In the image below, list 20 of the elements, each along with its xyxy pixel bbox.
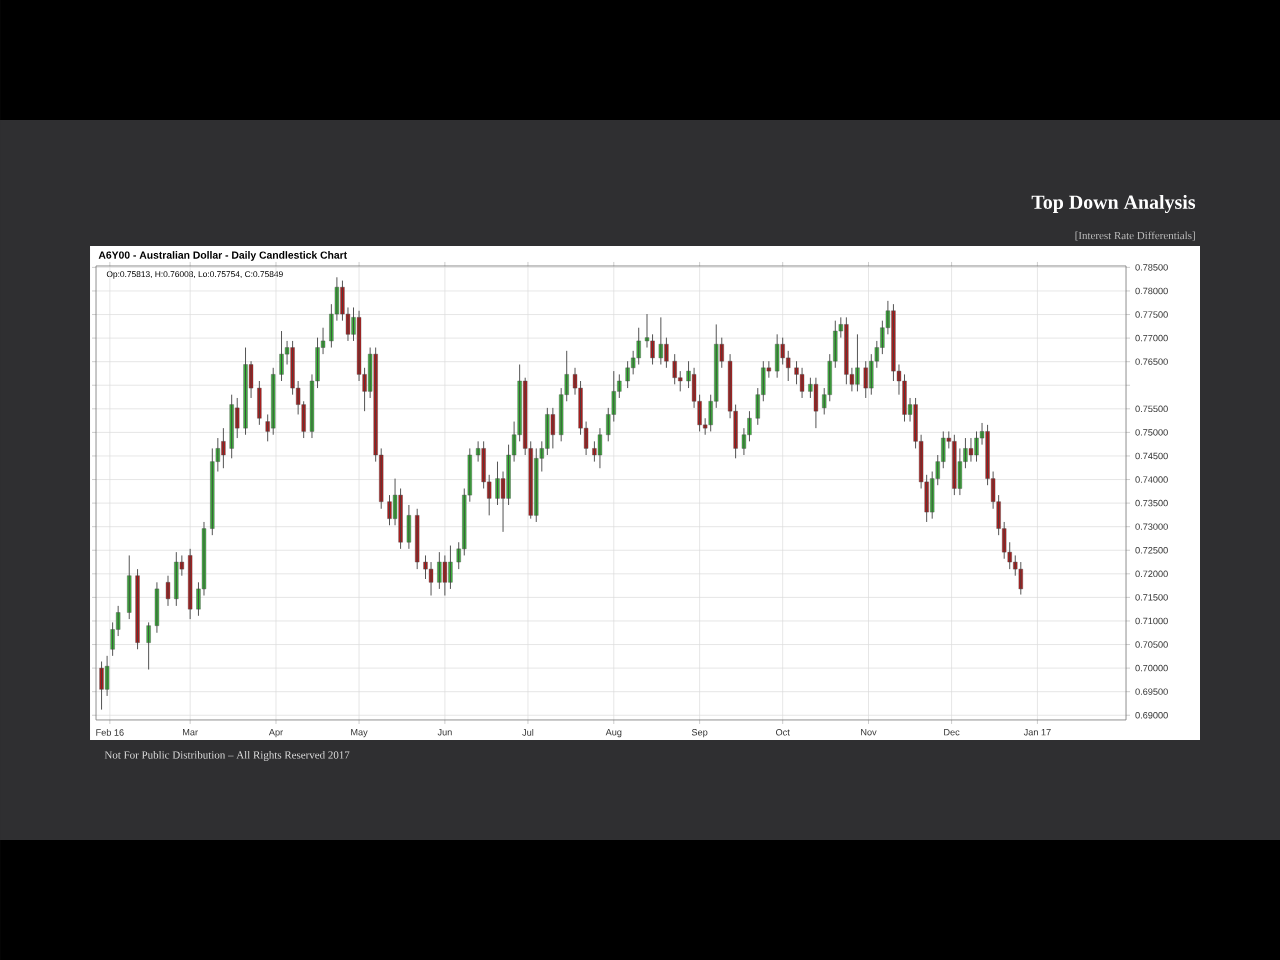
candlestick (229, 394, 234, 459)
candlestick (99, 661, 104, 711)
candlestick (534, 447, 539, 523)
candlestick (799, 367, 805, 399)
chart-subtitle: Top Down Analysis (1031, 194, 1196, 214)
candlestick (952, 434, 957, 496)
candlestick (188, 548, 193, 620)
candlestick (863, 360, 868, 399)
candlestick (1018, 561, 1023, 596)
candlestick (855, 333, 860, 392)
candlestick (813, 377, 819, 429)
candlestick (135, 568, 140, 650)
candlestick (902, 373, 907, 422)
candlestick (968, 437, 974, 463)
candlestick (448, 545, 453, 590)
candlestick (243, 347, 248, 436)
candlestick (415, 508, 420, 570)
candlestick (844, 316, 849, 385)
candlestick (974, 431, 979, 463)
candlestick (428, 561, 434, 596)
